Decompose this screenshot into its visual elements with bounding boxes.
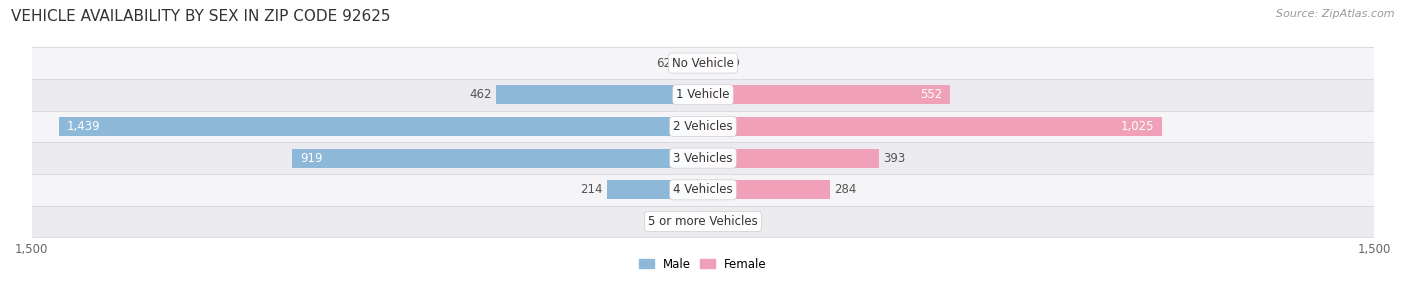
Text: 462: 462 <box>470 88 492 101</box>
Text: 39: 39 <box>725 57 740 69</box>
Bar <box>32 174 1374 206</box>
Bar <box>32 79 1374 110</box>
Bar <box>703 85 950 104</box>
Text: 284: 284 <box>835 183 856 196</box>
Text: No Vehicle: No Vehicle <box>672 57 734 69</box>
Text: 12: 12 <box>678 215 693 228</box>
Bar <box>32 206 1374 237</box>
Bar <box>32 47 1374 79</box>
Text: 4 Vehicles: 4 Vehicles <box>673 183 733 196</box>
Bar <box>496 85 703 104</box>
Text: 214: 214 <box>581 183 603 196</box>
Bar <box>59 117 703 136</box>
Bar <box>607 180 703 199</box>
Bar <box>703 117 1161 136</box>
Bar <box>703 212 714 231</box>
Text: 5 or more Vehicles: 5 or more Vehicles <box>648 215 758 228</box>
Text: VEHICLE AVAILABILITY BY SEX IN ZIP CODE 92625: VEHICLE AVAILABILITY BY SEX IN ZIP CODE … <box>11 9 391 24</box>
Bar <box>675 54 703 73</box>
Legend: Male, Female: Male, Female <box>634 253 772 276</box>
Bar <box>697 212 703 231</box>
Bar <box>703 149 879 168</box>
Bar <box>703 54 720 73</box>
Text: 3 Vehicles: 3 Vehicles <box>673 151 733 165</box>
Text: 62: 62 <box>655 57 671 69</box>
Text: 25: 25 <box>718 215 734 228</box>
Text: 1,025: 1,025 <box>1121 120 1154 133</box>
Text: 2 Vehicles: 2 Vehicles <box>673 120 733 133</box>
Bar <box>703 180 830 199</box>
Bar <box>291 149 703 168</box>
Text: Source: ZipAtlas.com: Source: ZipAtlas.com <box>1277 9 1395 19</box>
Text: 552: 552 <box>920 88 942 101</box>
Text: 393: 393 <box>883 151 905 165</box>
Text: 919: 919 <box>299 151 322 165</box>
Bar <box>32 110 1374 142</box>
Text: 1,439: 1,439 <box>67 120 101 133</box>
Text: 1 Vehicle: 1 Vehicle <box>676 88 730 101</box>
Bar <box>32 142 1374 174</box>
